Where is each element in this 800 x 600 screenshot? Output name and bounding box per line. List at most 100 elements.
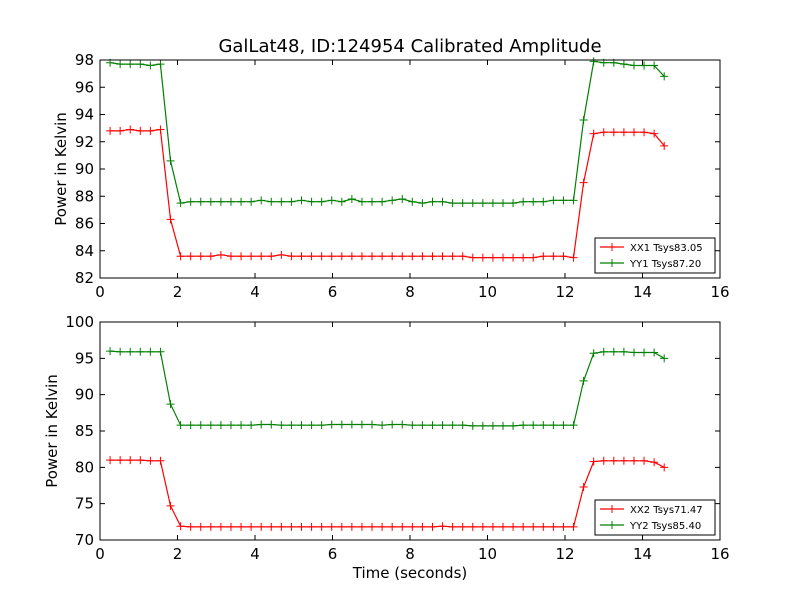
data-point [287,252,296,261]
data-point [226,522,235,531]
data-point [589,129,598,138]
data-point [609,128,618,137]
data-point [468,253,477,262]
data-point [126,347,135,356]
data-point [226,252,235,261]
x-tick-label: 6 [328,545,338,563]
data-point [619,128,628,137]
x-tick-label: 12 [555,545,574,563]
data-point [206,197,215,206]
data-point [136,347,145,356]
data-point [640,128,649,137]
data-point [226,421,235,430]
legend-label: XX2 Tsys71.47 [630,505,703,516]
data-point [247,197,256,206]
data-point [116,456,125,465]
data-point [529,522,538,531]
data-point [609,456,618,465]
data-point [579,376,588,385]
data-point [176,522,185,531]
data-point [378,421,387,430]
data-point [418,522,427,531]
data-point [619,347,628,356]
data-point [287,197,296,206]
x-tick-label: 16 [710,283,729,301]
data-point [166,400,175,409]
data-point [398,194,407,203]
data-point [529,421,538,430]
data-point [529,197,538,206]
data-point [499,199,507,208]
y-axis-label: Power in Kelvin [52,112,70,226]
data-point [569,196,578,205]
data-point [267,252,276,261]
data-point [539,252,548,261]
y-tick-label: 85 [75,422,94,440]
data-point [478,421,487,430]
data-point [307,421,316,430]
data-point [499,253,507,262]
x-axis-label: Time (seconds) [352,564,468,582]
y-tick-label: 75 [75,495,94,513]
data-point [660,141,669,150]
data-point [478,253,487,262]
data-point [257,252,266,261]
legend-marker [608,259,616,267]
data-point [357,522,366,531]
x-tick-label: 16 [710,545,729,563]
data-point [468,522,477,531]
data-point [488,199,497,208]
subplot-2: 0 2 4 6 8 10 12 14 16 70 75 80 85 90 95 100 Power in Kel… [43,313,730,563]
data-point [408,421,417,430]
data-point [589,57,598,66]
x-tick-label: 8 [405,283,415,301]
data-point [549,196,558,205]
data-point [347,194,356,203]
series-line-1-2 [110,60,665,204]
data-point [368,197,377,206]
data-point [136,126,145,135]
data-point [569,253,578,262]
data-point [247,421,256,430]
y-tick-label: 90 [75,160,94,178]
data-point [438,252,447,261]
data-point [478,199,487,208]
data-point [337,420,346,429]
data-point [247,252,256,261]
series-line-2-1 [110,459,665,528]
data-point [418,421,427,430]
data-point [297,196,306,205]
data-point [146,126,155,135]
legend-marker [608,243,616,251]
data-point [428,421,437,430]
data-point [428,197,437,206]
data-point [398,522,407,531]
data-point [267,420,276,429]
data-point [106,456,115,465]
data-point [247,522,256,531]
x-tick-label: 0 [95,283,105,301]
data-point [448,421,457,430]
data-point [509,199,518,208]
data-point [368,522,377,531]
data-point [317,197,326,206]
data-point [388,252,397,261]
data-point [368,420,377,429]
data-point [559,252,568,261]
data-point [116,60,125,69]
x-tick-label: 10 [478,545,497,563]
data-point [428,522,437,531]
data-point [640,348,649,357]
data-point [337,252,346,261]
data-point [438,522,447,531]
data-point [579,482,588,491]
legend-label: YY2 Tsys85.40 [629,521,701,532]
data-point [166,501,175,510]
legend-marker [608,521,616,529]
data-point [629,128,638,137]
data-point [378,522,387,531]
legend-box [594,499,716,536]
series-line-2-2 [110,350,665,427]
data-point [448,252,457,261]
data-point [468,421,477,430]
